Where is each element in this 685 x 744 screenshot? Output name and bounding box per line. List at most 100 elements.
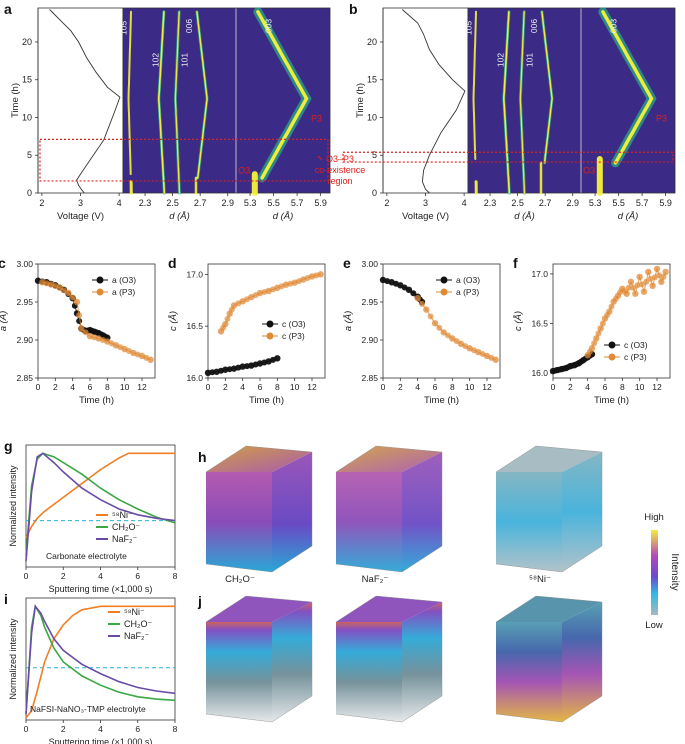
data-point — [640, 288, 648, 295]
x-tick-label: 0 — [36, 382, 41, 392]
cube-side — [272, 602, 312, 722]
plot-frame — [552, 263, 671, 379]
panel-d: d 0 2 4 6 8 10 12 Time (h) 16.0 16.5 17.0 c (Å) c (O3… — [168, 255, 326, 406]
y-axis-label: a (Å) — [0, 311, 9, 332]
x-tick-label: 6 — [135, 571, 140, 581]
heatmap-background — [123, 8, 330, 193]
data-point — [658, 278, 665, 286]
cube-front — [206, 472, 272, 572]
d-tick-label: 5.7 — [291, 198, 304, 208]
data-point — [599, 320, 606, 327]
peak-102 — [502, 11, 511, 194]
annotation-arrow — [317, 155, 323, 161]
d-tick-label: 2.9 — [566, 198, 579, 208]
x-tick-label: 6 — [433, 382, 438, 392]
voltage-tick-label: 2 — [39, 198, 44, 208]
series-o3 — [204, 355, 281, 377]
data-point — [76, 312, 83, 319]
cube-outline — [335, 595, 443, 723]
time-tick-label: 15 — [22, 75, 32, 85]
data-point — [419, 300, 425, 307]
peak-label: 102 — [150, 53, 160, 67]
y-tick-label: 3.00 — [361, 259, 378, 269]
phase-p3-label: P3 — [311, 113, 322, 123]
data-point — [73, 298, 81, 306]
data-point — [643, 278, 650, 285]
d-axis-label: d (Å) — [514, 211, 535, 222]
cube-outline — [495, 445, 603, 573]
series-line — [25, 452, 176, 562]
voltage-tick-label: 3 — [423, 198, 428, 208]
data-point — [82, 329, 89, 336]
y-tick-label: 2.85 — [16, 373, 33, 383]
x-tick-label: 2 — [61, 571, 66, 581]
x-tick-label: 8 — [450, 382, 455, 392]
legend-entry: c (P3) — [624, 352, 647, 362]
legend-marker — [266, 332, 274, 340]
time-tick-label: 5 — [372, 150, 377, 160]
time-tick-label: 5 — [27, 150, 32, 160]
x-axis-label: Time (h) — [424, 395, 459, 406]
y-tick-label: 2.90 — [16, 335, 33, 345]
data-point — [274, 355, 281, 362]
data-point — [69, 294, 76, 301]
data-point — [591, 340, 598, 347]
series-line — [25, 605, 175, 719]
y-tick-label: 16.0 — [186, 373, 203, 383]
y-tick-label: 2.95 — [16, 297, 33, 307]
intensity-colorbar: High Low Intensity — [644, 512, 680, 631]
coexistence-box — [39, 138, 329, 182]
cube-j-ch2o — [205, 595, 313, 723]
data-point — [606, 308, 613, 315]
coexistence-label: region — [327, 176, 352, 186]
legend-entry: c (P3) — [282, 331, 305, 341]
panel-a: a 0 5 10 15 20 Time (h) 2 3 4 Voltage (V) 105 102 101… — [4, 1, 331, 222]
data-point — [608, 303, 615, 310]
coexistence-box — [342, 151, 674, 163]
panel-letter: h — [198, 449, 207, 465]
voltage-frame — [37, 7, 124, 194]
panel-letter: e — [343, 255, 351, 271]
time-tick-label: 20 — [367, 37, 377, 47]
cube-top — [206, 596, 312, 622]
peak-label: 101 — [180, 53, 190, 67]
plot-frame — [382, 263, 501, 379]
cube-front — [496, 472, 562, 572]
y-axis-label: a (Å) — [343, 311, 354, 332]
d-tick-label: 2.7 — [539, 198, 552, 208]
series-line — [37, 280, 108, 339]
data-point — [224, 315, 231, 322]
cube-side — [402, 452, 442, 572]
panel-f: f 0 2 4 6 8 10 12 Time (h) 16.0 16.5 17.0 c (Å) c (O3… — [513, 255, 671, 406]
legend-entry: CH₂O⁻ — [112, 522, 140, 532]
data-point — [660, 273, 667, 280]
cube-side — [402, 602, 442, 722]
cube-top — [336, 596, 442, 622]
legend-marker — [96, 276, 104, 284]
data-point — [597, 325, 604, 332]
peak-label: 006 — [184, 19, 194, 33]
colorbar-title: Intensity — [669, 553, 680, 590]
peak-label: 105 — [463, 21, 473, 35]
x-tick-label: 2 — [53, 382, 58, 392]
panel-letter: j — [197, 593, 202, 609]
x-axis-label: Time (h) — [249, 395, 284, 406]
data-point — [423, 306, 430, 313]
cube-side — [562, 452, 602, 572]
cube-h-ni — [495, 445, 603, 573]
data-point — [431, 320, 439, 327]
peak-label: 105 — [118, 21, 128, 35]
legend-entry: a (P3) — [112, 287, 135, 297]
data-point — [78, 325, 85, 332]
x-tick-label: 6 — [258, 382, 263, 392]
cube-h-naf2 — [335, 445, 443, 573]
peak-003 — [601, 10, 654, 165]
x-tick-label: 8 — [275, 382, 280, 392]
d-tick-label: 5.3 — [244, 198, 257, 208]
panel-letter: c — [0, 255, 6, 271]
d-tick-label: 5.7 — [636, 198, 649, 208]
data-point — [593, 335, 600, 342]
cube-label: ⁵⁸Ni⁻ — [529, 574, 551, 585]
x-tick-label: 8 — [173, 724, 178, 734]
data-point — [76, 318, 83, 324]
